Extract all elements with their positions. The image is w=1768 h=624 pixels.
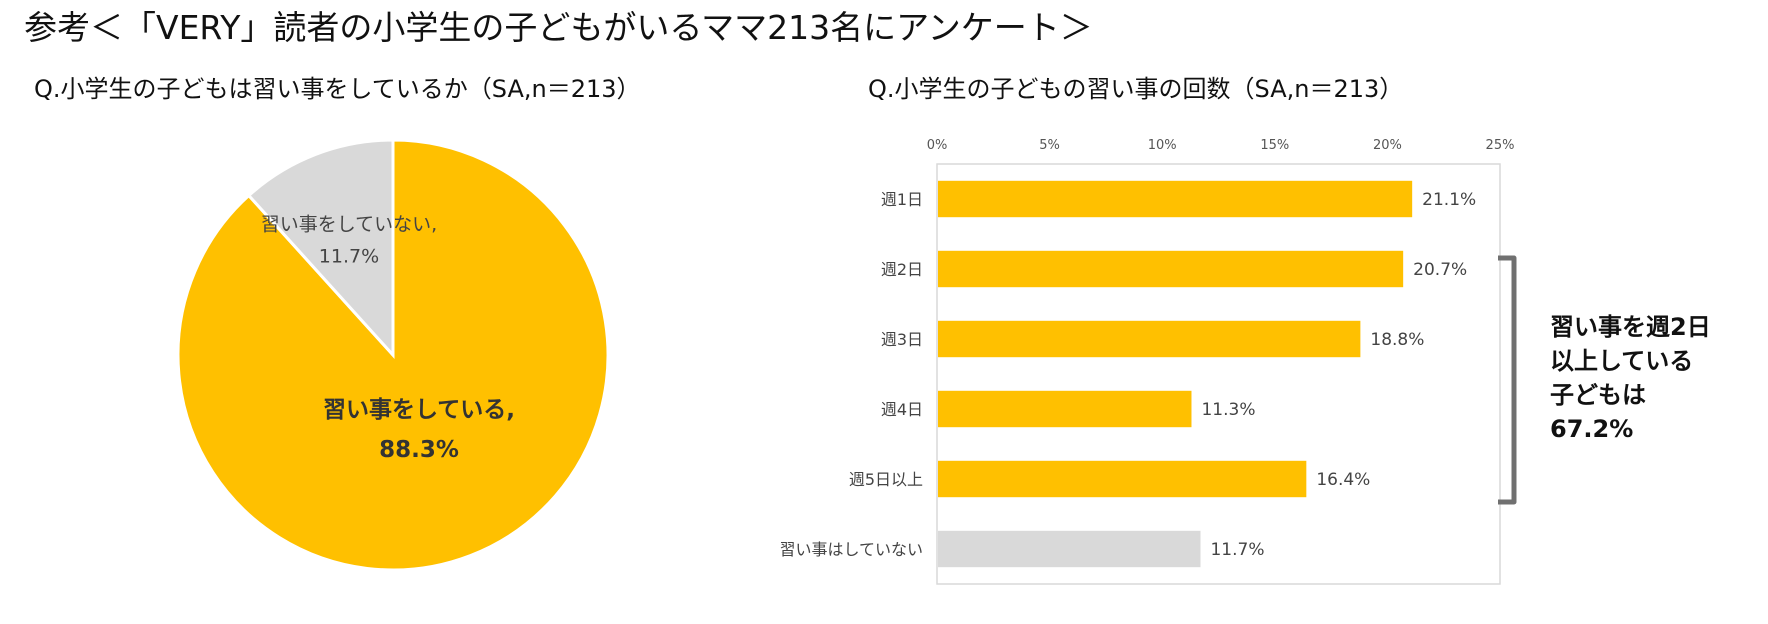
category-label: 週4日 (881, 400, 923, 419)
page-title: 参考＜「VERY」読者の小学生の子どもがいるママ213名にアンケート＞ (24, 8, 1093, 47)
x-tick-label: 25% (1486, 138, 1515, 153)
bar-value-label: 21.1% (1422, 190, 1476, 210)
pie-chart: 習い事をしている, 88.3% 習い事をしていない, 11.7% (176, 138, 610, 572)
bar-value-label: 20.7% (1413, 260, 1467, 280)
pie-slice-1 (176, 138, 610, 572)
pie-chart-title: Q.小学生の子どもは習い事をしているか（SA,n＝213） (34, 75, 641, 103)
bar-value-label: 11.3% (1201, 400, 1255, 420)
pie-slice-2 (246, 138, 395, 359)
category-label: 週2日 (881, 260, 923, 279)
summary-annotation: 習い事を週2日 以上している 子どもは 67.2% (1550, 310, 1760, 446)
bracket-67-percent (1498, 255, 1517, 505)
annotation-line-3: 子どもは (1550, 381, 1646, 409)
category-label: 習い事はしていない (779, 540, 923, 559)
x-tick-label: 0% (927, 138, 948, 153)
x-tick-label: 15% (1260, 138, 1289, 153)
bar-2 (938, 250, 1404, 288)
bar-1 (938, 180, 1413, 218)
x-tick-label: 5% (1039, 138, 1060, 153)
bar-5 (938, 460, 1307, 498)
bar-6 (938, 530, 1201, 568)
pie-slice-label: 習い事をしている, (323, 397, 515, 423)
pie-slice-label: 習い事をしていない, (261, 214, 437, 236)
bar-value-label: 18.8% (1370, 330, 1424, 350)
annotation-line-4: 67.2% (1550, 415, 1634, 443)
pie-slice-value: 88.3% (379, 437, 459, 463)
category-label: 週3日 (881, 330, 923, 349)
annotation-line-1: 習い事を週2日 (1550, 313, 1711, 341)
category-label: 週1日 (881, 190, 923, 209)
pie-slice-value: 11.7% (319, 246, 379, 268)
x-tick-label: 10% (1148, 138, 1177, 153)
bar-value-label: 16.4% (1316, 470, 1370, 490)
bar-chart-title: Q.小学生の子どもの習い事の回数（SA,n＝213） (868, 75, 1404, 103)
plot-area (936, 163, 1501, 585)
x-tick-label: 20% (1373, 138, 1402, 153)
bar-3 (938, 320, 1361, 358)
category-label: 週5日以上 (849, 470, 923, 489)
bar-chart: 0% 5% 10% 15% 20% 25% 週1日 21.1% 週2日 20.7% 週3日 18.8%… (779, 138, 1515, 585)
bar-value-label: 11.7% (1210, 540, 1264, 560)
bar-4 (938, 390, 1192, 428)
annotation-line-2: 以上している (1550, 347, 1694, 375)
